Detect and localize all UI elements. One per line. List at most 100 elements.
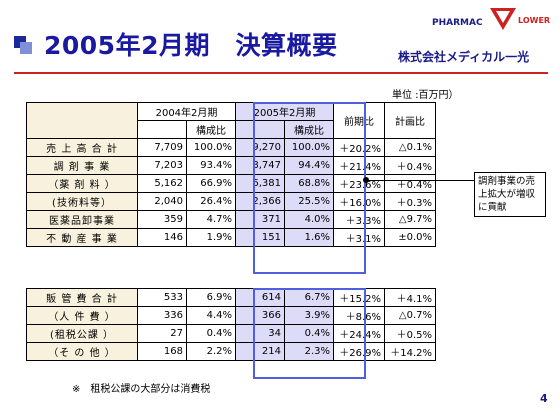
ratio-2005: 0.4%	[284, 324, 334, 343]
callout-line	[366, 180, 474, 181]
yoy-change: ＋15.2%	[333, 288, 385, 307]
plan-change: ＋0.5%	[384, 324, 436, 343]
row-label: 売 上 高 合 計	[26, 138, 138, 157]
header-2005: 2005年2月期	[235, 102, 334, 121]
ratio-2004: 4.7%	[186, 210, 236, 229]
yoy-change: ＋23.6%	[333, 174, 385, 193]
header-yoy: 前期比	[333, 102, 385, 139]
header-2005-ratio: 構成比	[284, 120, 334, 139]
value-2004: 2,040	[137, 192, 187, 211]
plan-change: △0.1%	[384, 138, 436, 157]
value-2004: 5,162	[137, 174, 187, 193]
ratio-2004: 0.4%	[186, 324, 236, 343]
logo-lower-text: LOWER	[518, 16, 551, 25]
yoy-change: ＋26.9%	[333, 342, 385, 361]
row-label: （そ の 他 ）	[26, 342, 138, 361]
table-row: 売 上 高 合 計 7,709 100.0% 9,270 100.0% ＋20.2% △0.…	[26, 138, 436, 157]
yoy-change: ＋24.4%	[333, 324, 385, 343]
ratio-2005: 2.3%	[284, 342, 334, 361]
row-label: (租税公課 ）	[26, 324, 138, 343]
header-2004-blank	[137, 120, 187, 139]
value-2004: 7,709	[137, 138, 187, 157]
header-blank	[26, 102, 138, 139]
header-rule	[14, 72, 548, 74]
header-plan: 計画比	[384, 102, 436, 139]
table-row: （そ の 他 ） 168 2.2% 214 2.3% ＋26.9% ＋14.2%	[26, 342, 436, 361]
yoy-change: ＋16.0%	[333, 192, 385, 211]
ratio-2004: 1.9%	[186, 228, 236, 247]
ratio-2005: 25.5%	[284, 192, 334, 211]
yoy-change: ＋21.4%	[333, 156, 385, 175]
value-2004: 359	[137, 210, 187, 229]
table-row: （人 件 費 ） 336 4.4% 366 3.9% ＋8.6% △0.7%	[26, 306, 436, 325]
plan-change: ＋0.4%	[384, 174, 436, 193]
yoy-change: ＋20.2%	[333, 138, 385, 157]
table-header-row: 2004年2月期 2005年2月期 前期比 計画比	[26, 102, 436, 139]
ratio-2004: 93.4%	[186, 156, 236, 175]
header-2005-blank	[235, 120, 285, 139]
summary-table-bottom: 販 管 費 合 計 533 6.9% 614 6.7% ＋15.2% ＋4.1% （人 件 費…	[26, 288, 436, 361]
footnote: ※ 租税公課の大部分は消費税	[72, 384, 211, 395]
table-row: 調 剤 事 業 7,203 93.4% 8,747 94.4% ＋21.4% ＋0.4%	[26, 156, 436, 175]
value-2005: 614	[235, 288, 285, 307]
ratio-2005: 6.7%	[284, 288, 334, 307]
row-label: 販 管 費 合 計	[26, 288, 138, 307]
plan-change: △9.7%	[384, 210, 436, 229]
plan-change: ＋0.3%	[384, 192, 436, 211]
row-label: （薬 剤 料 ）	[26, 174, 138, 193]
value-2005: 8,747	[235, 156, 285, 175]
row-label: (技術料等）	[26, 192, 138, 211]
plan-change: △0.7%	[384, 306, 436, 325]
summary-table-top: 2004年2月期 2005年2月期 前期比 計画比 構成比 構成比 売 上 高 …	[26, 102, 436, 247]
ratio-2004: 4.4%	[186, 306, 236, 325]
ratio-2005: 1.6%	[284, 228, 334, 247]
value-2004: 336	[137, 306, 187, 325]
table-row: （薬 剤 料 ） 5,162 66.9% 6,381 68.8% ＋23.6% ＋0.4%	[26, 174, 436, 193]
page-title: 2005年2月期 決算概要	[44, 31, 338, 60]
ratio-2004: 2.2%	[186, 342, 236, 361]
ratio-2004: 26.4%	[186, 192, 236, 211]
table-row: 不 動 産 事 業 146 1.9% 151 1.6% ＋3.1% ±0.0%	[26, 228, 436, 247]
value-2005: 34	[235, 324, 285, 343]
value-2005: 366	[235, 306, 285, 325]
value-2004: 168	[137, 342, 187, 361]
plan-change: ＋4.1%	[384, 288, 436, 307]
ratio-2004: 6.9%	[186, 288, 236, 307]
yoy-change: ＋3.3%	[333, 210, 385, 229]
value-2005: 9,270	[235, 138, 285, 157]
value-2005: 2,366	[235, 192, 285, 211]
page-number: 4	[540, 392, 548, 405]
value-2004: 27	[137, 324, 187, 343]
company-name: 株式会社メディカル一光	[398, 50, 530, 64]
table-row: 販 管 費 合 計 533 6.9% 614 6.7% ＋15.2% ＋4.1%	[26, 288, 436, 307]
value-2005: 371	[235, 210, 285, 229]
unit-label: 単位 :百万円）	[392, 90, 459, 101]
ratio-2005: 100.0%	[284, 138, 334, 157]
value-2004: 533	[137, 288, 187, 307]
ratio-2004: 66.9%	[186, 174, 236, 193]
logo-pharmac-text: PHARMAC	[432, 18, 483, 28]
value-2004: 7,203	[137, 156, 187, 175]
ratio-2005: 3.9%	[284, 306, 334, 325]
yoy-change: ＋8.6%	[333, 306, 385, 325]
value-2004: 146	[137, 228, 187, 247]
yoy-change: ＋3.1%	[333, 228, 385, 247]
ratio-2005: 68.8%	[284, 174, 334, 193]
header-2004: 2004年2月期	[137, 102, 236, 121]
table-row: (租税公課 ） 27 0.4% 34 0.4% ＋24.4% ＋0.5%	[26, 324, 436, 343]
row-label: 医薬品卸事業	[26, 210, 138, 229]
ratio-2004: 100.0%	[186, 138, 236, 157]
value-2005: 214	[235, 342, 285, 361]
header-2004-ratio: 構成比	[186, 120, 236, 139]
table-row: (技術料等） 2,040 26.4% 2,366 25.5% ＋16.0% ＋0.3%	[26, 192, 436, 211]
row-label: 調 剤 事 業	[26, 156, 138, 175]
value-2005: 6,381	[235, 174, 285, 193]
title-bullet-light	[20, 42, 32, 54]
table-row: 医薬品卸事業 359 4.7% 371 4.0% ＋3.3% △9.7%	[26, 210, 436, 229]
row-label: 不 動 産 事 業	[26, 228, 138, 247]
callout-box: 調剤事業の売上拡大が増収に貢献	[474, 172, 546, 217]
flower-logo-icon	[490, 8, 516, 30]
brand-logo: PHARMAC LOWER	[432, 4, 552, 48]
ratio-2005: 4.0%	[284, 210, 334, 229]
row-label: （人 件 費 ）	[26, 306, 138, 325]
